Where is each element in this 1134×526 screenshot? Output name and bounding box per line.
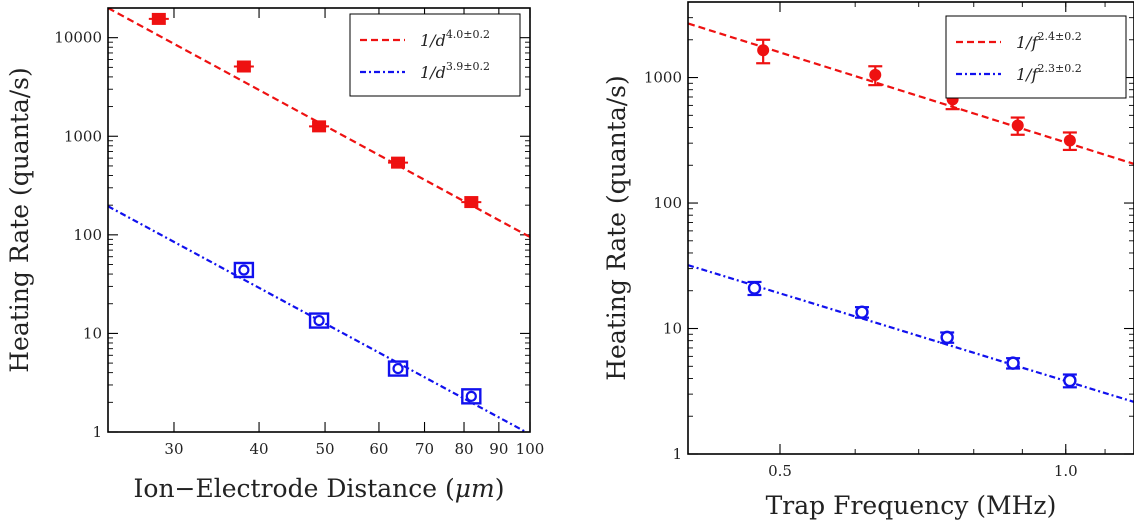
data-point xyxy=(756,38,771,65)
y-tick-label: 100 xyxy=(73,226,102,244)
data-point xyxy=(1010,116,1025,136)
data-point xyxy=(308,312,330,329)
legend-entry: 1/f2.4±0.2 xyxy=(1016,30,1082,52)
marker-filled-circle xyxy=(869,68,882,81)
fit-line-blue xyxy=(688,264,1134,403)
x-tick-label: 30 xyxy=(164,440,183,458)
x-tick-label: 0.5 xyxy=(768,462,792,480)
data-point xyxy=(387,360,409,377)
marker-open-square xyxy=(387,360,409,377)
data-point xyxy=(868,65,883,87)
y-tick-label: 10 xyxy=(83,324,102,342)
right-chart: 1 10 100 1000 0.5 1.0 1/f2.4±0.2 1/f2.3±0.2 Heat… xyxy=(602,1,1134,520)
y-tick-label: 1 xyxy=(92,423,102,441)
x-axis-label: Trap Frequency (MHz) xyxy=(766,491,1057,520)
legend-entry: 1/d3.9±0.2 xyxy=(420,60,490,82)
data-point xyxy=(1006,356,1021,370)
left-chart: 1 10 100 1000 10000 30 40 50 60 70 80 90 100 1/d4.0±0… xyxy=(5,7,545,503)
y-tick-label: 10000 xyxy=(54,29,102,47)
data-point xyxy=(461,388,482,405)
x-tick-label: 1.0 xyxy=(1054,462,1078,480)
marker-filled-circle xyxy=(1063,134,1076,147)
data-point xyxy=(1062,373,1077,389)
x-tick-label: 90 xyxy=(489,440,508,458)
legend-box xyxy=(945,15,1127,99)
marker-open-circle xyxy=(313,314,325,327)
data-point xyxy=(854,305,869,319)
marker-open-square xyxy=(308,312,330,329)
data-point xyxy=(940,330,955,345)
y-tick-label: 1000 xyxy=(64,127,102,145)
y-axis-label: Heating Rate (quanta/s) xyxy=(602,75,631,381)
plot-frame xyxy=(107,7,531,433)
legend-entry: 1/f2.3±0.2 xyxy=(1016,62,1082,84)
data-point xyxy=(309,120,330,133)
x-tick-label: 100 xyxy=(516,440,545,458)
x-tick-label: 50 xyxy=(315,440,334,458)
marker-filled-circle xyxy=(1011,119,1024,132)
data-point xyxy=(233,60,254,73)
data-point xyxy=(148,12,169,25)
x-tick-label: 60 xyxy=(369,440,388,458)
x-axis-label: Ion−Electrode Distance (μm) xyxy=(134,474,505,503)
marker-open-circle xyxy=(940,330,954,345)
legend: 1/f2.4±0.2 1/f2.3±0.2 xyxy=(945,15,1127,99)
plot-frame xyxy=(687,1,1134,455)
marker-open-circle xyxy=(747,281,762,295)
legend: 1/d4.0±0.2 1/d3.9±0.2 xyxy=(349,13,521,97)
y-axis-label: Heating Rate (quanta/s) xyxy=(5,67,34,373)
data-point xyxy=(1062,131,1077,152)
legend-box xyxy=(349,13,521,97)
data-point xyxy=(388,156,409,169)
data-point xyxy=(233,261,255,279)
marker-open-circle xyxy=(392,362,404,375)
x-tick-label: 40 xyxy=(250,440,269,458)
data-point xyxy=(747,280,762,297)
fit-line-red xyxy=(108,8,530,239)
marker-open-circle xyxy=(465,390,477,402)
marker-open-circle xyxy=(238,264,250,276)
y-tick-label: 10 xyxy=(663,320,682,338)
y-tick-label: 1000 xyxy=(644,69,682,87)
marker-open-circle xyxy=(1006,356,1020,370)
marker-open-circle xyxy=(855,305,869,319)
data-point xyxy=(461,196,482,209)
x-tick-label: 70 xyxy=(415,440,434,458)
y-tick-label: 1 xyxy=(672,445,682,463)
marker-filled-circle xyxy=(757,44,770,57)
x-tick-label: 80 xyxy=(454,440,473,458)
legend-entry: 1/d4.0±0.2 xyxy=(420,28,490,50)
marker-open-square xyxy=(461,388,482,405)
y-tick-label: 100 xyxy=(653,194,682,212)
marker-open-circle xyxy=(1063,373,1077,388)
marker-open-square xyxy=(233,261,255,279)
